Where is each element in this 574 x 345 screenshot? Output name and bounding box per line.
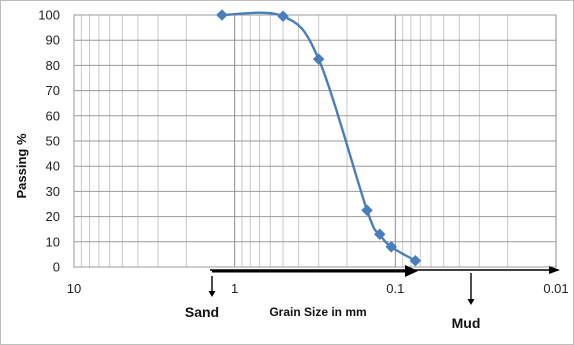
- sand-range-arrowhead: [405, 265, 418, 277]
- sand-label: Sand: [185, 304, 219, 320]
- x-tick-label: 1: [231, 281, 238, 296]
- data-point: [409, 254, 422, 267]
- x-tick-label: 0.1: [386, 281, 404, 296]
- y-tick-label: 90: [46, 33, 60, 48]
- y-axis-label: Passing %: [14, 133, 29, 198]
- y-tick-label: 30: [46, 184, 60, 199]
- x-tick-label: 0.01: [543, 281, 568, 296]
- data-point: [312, 53, 325, 65]
- y-tick-label: 10: [46, 234, 60, 249]
- x-tick-label: 10: [67, 281, 81, 296]
- y-tick-label: 80: [46, 58, 60, 73]
- y-tick-label: 0: [53, 260, 60, 275]
- data-point: [216, 9, 228, 21]
- data-point: [385, 240, 398, 253]
- series-layer: [216, 9, 422, 267]
- sand-arrow-head: [208, 291, 216, 297]
- data-point: [373, 228, 386, 241]
- y-tick-label: 70: [46, 83, 60, 98]
- y-tick-label: 60: [46, 108, 60, 123]
- size-range-arrowhead-right: [549, 266, 560, 274]
- mud-label: Mud: [452, 315, 481, 331]
- x-tick-labels: 10 1 0.1 0.01: [67, 281, 569, 296]
- y-tick-label: 50: [46, 134, 60, 149]
- annotations: Sand Mud: [185, 265, 560, 331]
- y-tick-labels: 0 10 20 30 40 50 60 70 80 90 100: [38, 8, 60, 275]
- x-axis-label: Grain Size in mm: [269, 305, 366, 319]
- data-point: [277, 10, 289, 23]
- data-point: [361, 204, 373, 217]
- mud-arrow-head: [467, 299, 475, 305]
- y-tick-label: 100: [38, 8, 60, 23]
- y-tick-label: 40: [46, 159, 60, 174]
- y-tick-label: 20: [46, 209, 60, 224]
